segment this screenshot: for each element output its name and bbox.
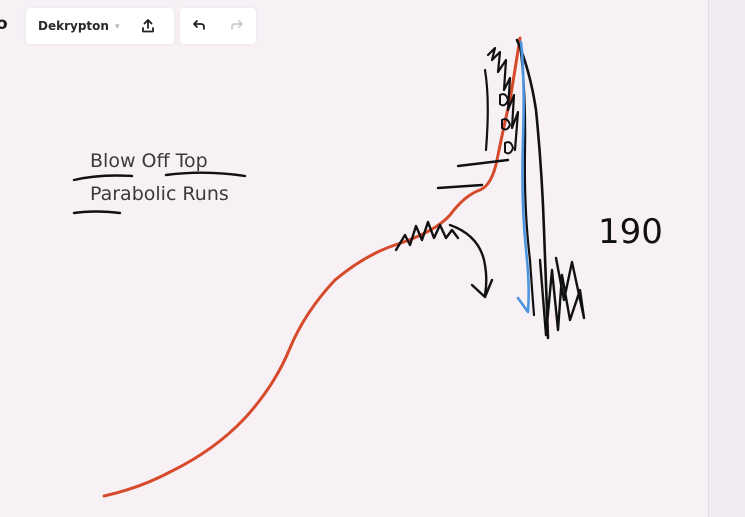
annotation-190-text: 190 <box>598 212 663 252</box>
app-logo: o <box>0 14 8 34</box>
down-arrow-stroke[interactable] <box>448 223 488 297</box>
share-icon <box>142 19 155 33</box>
level-line-1[interactable] <box>436 183 484 190</box>
bottom-scribble[interactable] <box>538 256 586 337</box>
left-wick-stroke[interactable] <box>483 68 489 152</box>
underline-parabolic[interactable] <box>72 210 122 215</box>
underline-top[interactable] <box>164 171 247 178</box>
blowoff-right-edge[interactable] <box>515 38 550 340</box>
history-toolbar <box>180 8 256 44</box>
text-blow-off-top[interactable]: Blow Off Top <box>90 150 208 172</box>
redo-button[interactable] <box>222 11 252 41</box>
document-name[interactable]: Dekrypton <box>38 19 109 33</box>
annotation-190[interactable]: 190 <box>596 205 666 255</box>
undo-icon <box>193 20 205 30</box>
consolidation-scribble[interactable] <box>394 220 460 252</box>
price-curve[interactable] <box>102 36 522 498</box>
document-menu-caret[interactable]: ▾ <box>114 20 120 31</box>
right-side-panel <box>708 0 745 517</box>
small-loop-3[interactable] <box>504 141 515 155</box>
down-arrow-head[interactable] <box>470 278 494 299</box>
small-loop-1[interactable] <box>499 93 510 107</box>
underline-blow[interactable] <box>72 174 134 182</box>
undo-button[interactable] <box>184 11 214 41</box>
small-loop-2[interactable] <box>501 118 512 131</box>
blue-crash-line[interactable] <box>516 40 530 314</box>
top-scribble[interactable] <box>486 46 520 152</box>
text-parabolic-runs[interactable]: Parabolic Runs <box>90 183 229 205</box>
redo-icon <box>231 20 243 30</box>
share-button[interactable] <box>133 11 163 41</box>
document-toolbar: Dekrypton ▾ <box>26 8 174 44</box>
level-line-2[interactable] <box>456 158 510 168</box>
